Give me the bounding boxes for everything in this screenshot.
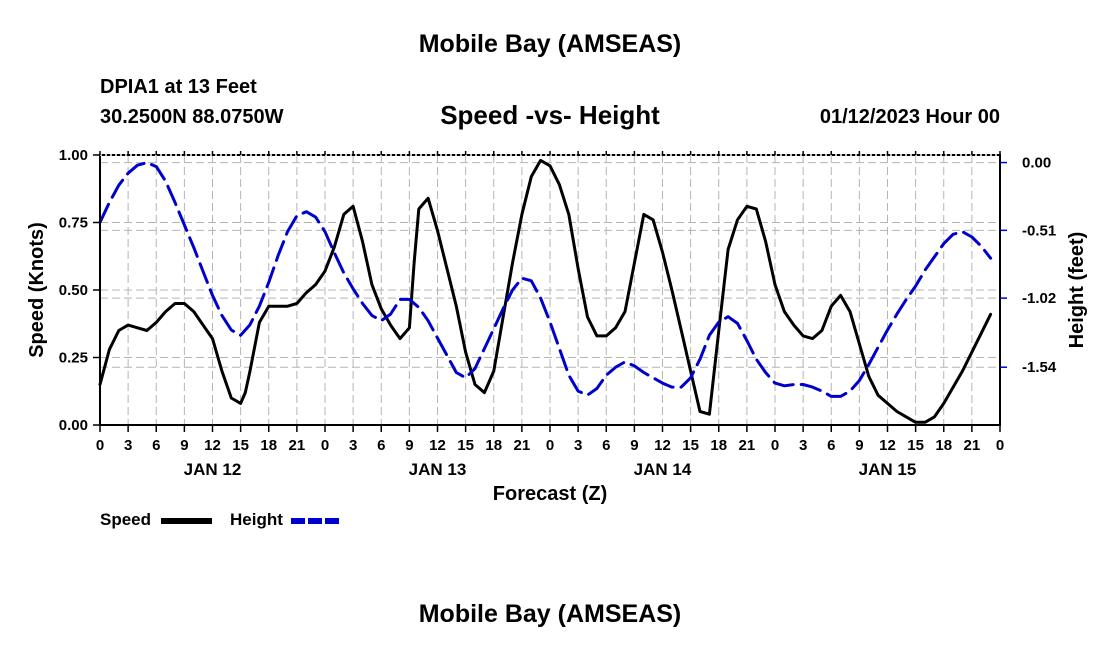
x-tick-label: 15 [457,437,474,454]
x-tick-label: 3 [799,437,807,454]
chart-main-title: Mobile Bay (AMSEAS) [418,30,682,58]
series-line-speed [98,158,993,424]
x-tick-label: 15 [907,437,924,454]
x-tick-label: 9 [630,437,638,454]
station-coordinates: 30.2500N 88.0750W [100,106,284,128]
x-tick-label: 12 [204,437,221,454]
x-tick-label: 0 [996,437,1004,454]
left-tick-label: 0.25 [59,350,88,367]
x-tick-label: 21 [289,437,306,454]
x-tick-label: 9 [855,437,863,454]
x-tick-label: 6 [152,437,160,454]
x-tick-label: 18 [935,437,952,454]
x-tick-label: 15 [232,437,249,454]
station-label: DPIA1 at 13 Feet [100,76,257,98]
x-tick-label: 3 [124,437,132,454]
x-tick-label: 6 [377,437,385,454]
x-tick-label: 0 [771,437,779,454]
right-tick-label: -1.54 [1022,359,1057,376]
legend-height-label: Height [230,510,283,529]
left-axis-label: Speed (Knots) [26,222,48,358]
x-tick-label: 12 [429,437,446,454]
x-tick-label: 3 [574,437,582,454]
x-tick-label: 9 [405,437,413,454]
x-day-label: JAN 12 [184,460,242,479]
x-tick-label: 9 [180,437,188,454]
x-tick-label: 6 [602,437,610,454]
legend-speed-label: Speed [100,510,151,529]
legend: Speed Height [100,510,342,529]
x-tick-label: 3 [349,437,357,454]
series-line-height [98,161,993,398]
x-tick-label: 0 [96,437,104,454]
x-tick-label: 18 [485,437,502,454]
right-tick-label: -0.51 [1022,222,1056,239]
x-tick-label: 18 [260,437,277,454]
x-tick-label: 6 [827,437,835,454]
left-tick-label: 0.50 [59,282,88,299]
right-tick-label: -1.02 [1022,290,1056,307]
x-day-label: JAN 15 [859,460,917,479]
x-tick-label: 12 [654,437,671,454]
x-day-label: JAN 13 [409,460,467,479]
right-axis-label: Height (feet) [1066,232,1088,349]
x-day-label: JAN 14 [634,460,692,479]
x-tick-label: 0 [321,437,329,454]
x-tick-label: 21 [739,437,756,454]
left-tick-label: 1.00 [59,147,88,164]
x-tick-label: 21 [514,437,531,454]
left-tick-label: 0.75 [59,215,88,232]
forecast-datetime: 01/12/2023 Hour 00 [819,106,1000,128]
x-tick-label: 0 [546,437,554,454]
x-tick-label: 12 [879,437,896,454]
x-tick-label: 18 [710,437,727,454]
chart-subtitle: Speed -vs- Height [440,100,660,130]
x-axis-label: Forecast (Z) [493,483,607,505]
x-tick-label: 15 [682,437,699,454]
repeated-chart-title: Mobile Bay (AMSEAS) [418,600,682,628]
right-tick-label: 0.00 [1022,155,1051,172]
x-tick-label: 21 [964,437,981,454]
left-tick-label: 0.00 [59,417,88,434]
